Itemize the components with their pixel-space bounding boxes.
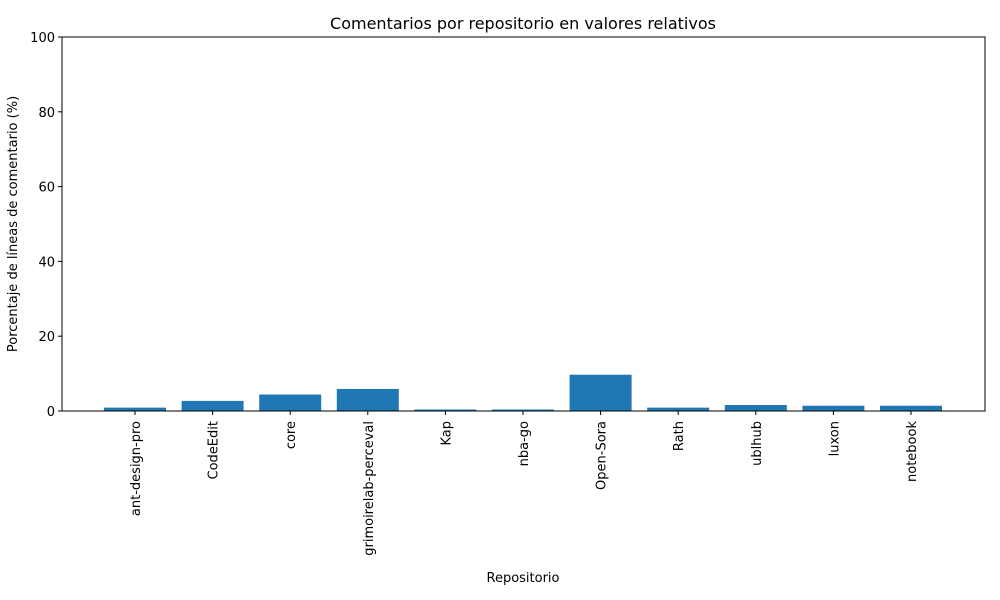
- bar-kap: [414, 409, 477, 411]
- bar-open-sora: [569, 374, 632, 411]
- x-tick-label: luxon: [827, 421, 842, 456]
- x-tick-label: Open-Sora: [595, 421, 610, 490]
- x-tick-label: notebook: [905, 421, 920, 482]
- x-tick-label: CodeEdit: [207, 421, 222, 479]
- y-tick-label: 0: [47, 405, 55, 420]
- x-tick-label: ant-design-pro: [129, 421, 144, 516]
- bar-nba-go: [492, 409, 554, 411]
- y-tick-label: 40: [38, 255, 55, 270]
- x-tick-label: Kap: [439, 421, 454, 446]
- bar-luxon: [802, 405, 865, 411]
- x-axis-label: Repositorio: [487, 571, 560, 586]
- plot-frame: [61, 36, 986, 412]
- bars-group: [104, 374, 942, 411]
- y-tick-label: 60: [38, 181, 55, 196]
- bar-grimoirelab-perceval: [336, 388, 399, 411]
- bar-notebook: [880, 405, 942, 411]
- y-tick-label: 20: [38, 330, 55, 345]
- x-tick-label: grimoirelab-perceval: [362, 421, 377, 556]
- x-tick-label: core: [284, 421, 299, 449]
- bar-codeedit: [181, 400, 244, 411]
- x-tick-label: nba-go: [517, 421, 532, 466]
- x-tick-label: Rath: [672, 421, 687, 451]
- bar-core: [259, 394, 322, 411]
- bar-ublhub: [724, 405, 787, 411]
- bar-rath: [647, 407, 710, 411]
- y-tick-label: 80: [38, 106, 55, 121]
- y-axis: 0 20 40 60 80 100: [30, 31, 62, 420]
- x-tick-label: ublhub: [750, 421, 765, 466]
- y-axis-label: Porcentaje de líneas de comentario (%): [6, 96, 21, 352]
- chart-title: Comentarios por repositorio en valores r…: [330, 14, 716, 33]
- bar-ant-design-pro: [104, 407, 166, 411]
- y-tick-label: 100: [30, 31, 55, 46]
- x-axis: ant-design-pro CodeEdit core grimoirelab-pe…: [129, 411, 920, 556]
